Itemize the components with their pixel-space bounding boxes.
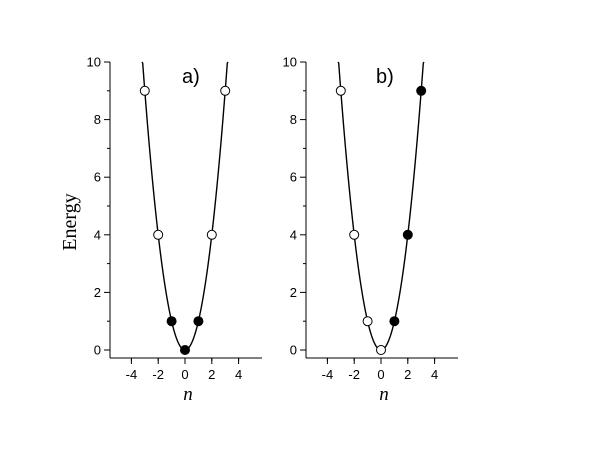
panel-a-x-tick-label: 4: [235, 367, 242, 382]
panel-b-x-axis-title: n: [379, 384, 389, 405]
panel-b-y-tick-label: 4: [290, 227, 297, 242]
panel-b-y-tick-label: 8: [290, 112, 297, 127]
panel-a-y-tick-label: 6: [94, 170, 101, 185]
panel-a-label: a): [182, 66, 200, 88]
panel-a-x-axis-title: n: [183, 384, 193, 405]
panel-a-open-point: [139, 85, 150, 96]
panel-b-x-tick-label: -4: [322, 367, 334, 382]
panel-b-x-tick-label: 0: [377, 367, 384, 382]
panel-a-filled-point: [193, 316, 204, 327]
y-axis-title: Energy: [59, 193, 81, 250]
panel-b-open-point: [362, 316, 373, 327]
panel-b-y-tick-label: 0: [290, 343, 297, 358]
panel-a-open-point: [153, 229, 164, 240]
panel-b-y-tick-label: 2: [290, 285, 297, 300]
panel-a-filled-point: [166, 316, 177, 327]
panel-b-filled-point: [402, 229, 413, 240]
panel-b-open-point: [349, 229, 360, 240]
panel-b-x-tick-label: 2: [404, 367, 411, 382]
panel-b-label: b): [376, 66, 394, 88]
panel-b-x-tick-label: 4: [431, 367, 438, 382]
panel-a-x-tick-label: 2: [208, 367, 215, 382]
panel-b-curve: [337, 61, 425, 351]
panel-b-x-tick-label: -2: [348, 367, 360, 382]
panel-a-x-tick-label: 0: [181, 367, 188, 382]
panel-a-open-point: [220, 85, 231, 96]
panel-b-filled-point: [389, 316, 400, 327]
panel-b-open-point: [376, 345, 386, 355]
panel-a-open-point: [206, 229, 217, 240]
panel-a-x-tick-label: -2: [152, 367, 164, 382]
panel-b-filled-point: [416, 85, 427, 96]
panel-a-y-tick-label: 0: [94, 343, 101, 358]
panel-b-y-tick-label: 10: [283, 55, 297, 70]
panel-a-filled-point: [180, 345, 190, 355]
panel-a-y-tick-label: 4: [94, 227, 101, 242]
panel-a-x-tick-label: -4: [126, 367, 138, 382]
panel-a-curve: [141, 61, 229, 351]
panel-a-y-tick-label: 10: [87, 55, 101, 70]
panel-a-y-tick-label: 2: [94, 285, 101, 300]
panel-b-open-point: [335, 85, 346, 96]
panel-b-y-tick-label: 6: [290, 170, 297, 185]
panel-a-y-tick-label: 8: [94, 112, 101, 127]
